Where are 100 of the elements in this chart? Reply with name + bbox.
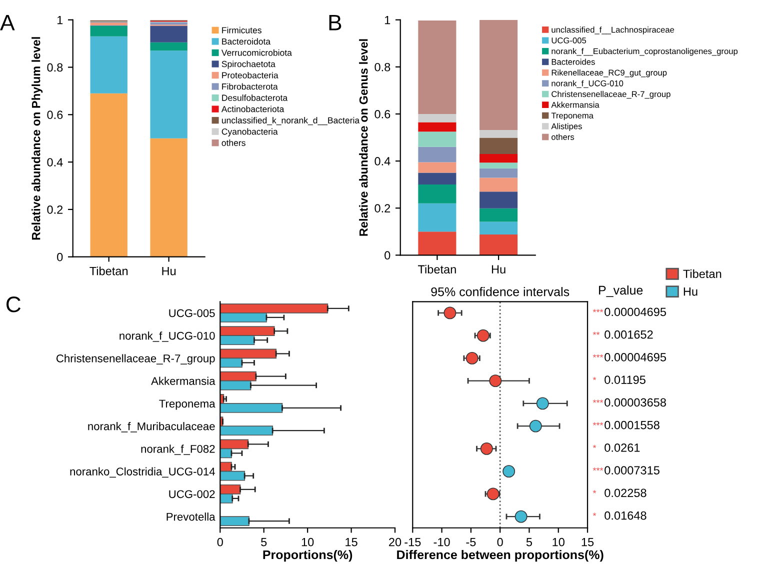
bar	[150, 26, 188, 42]
y-tick-label: UCG-005	[169, 309, 215, 318]
text: ***	[592, 422, 604, 426]
text: *	[592, 376, 596, 380]
bar	[480, 138, 518, 154]
legend-label: Proteobacteria	[222, 72, 278, 78]
legend-label: Firmicutes	[222, 26, 262, 34]
x-tick-label: 15	[582, 538, 594, 546]
legend-label: norank_f_UCG-010	[552, 80, 624, 88]
y-tick-label: UCG-002	[169, 490, 215, 498]
y-axis-title: Relative abundance on Genus level	[359, 39, 368, 236]
y-tick-label: 0.4	[47, 158, 63, 166]
legend-label: unclassified_f__Lachnospiraceae	[552, 26, 674, 34]
bar	[480, 178, 518, 192]
legend-label: unclassified_k_norank_d__Bacteria	[222, 117, 360, 126]
legend-label: UCG-005	[552, 38, 586, 44]
bar	[418, 162, 456, 173]
text: C	[6, 296, 21, 312]
x-tick-label: Tibetan	[418, 264, 456, 274]
legend-label: Hu	[684, 287, 698, 296]
bar	[480, 192, 518, 208]
x-tick-label: 10	[552, 538, 564, 546]
bar	[480, 130, 518, 138]
bar	[418, 232, 456, 256]
legend-label: others	[552, 134, 574, 140]
x-tick-label: Hu	[492, 265, 506, 274]
y-tick-label: Christensenellaceae_R-7_group	[56, 354, 215, 365]
y-tick-label: Treponema	[159, 400, 216, 410]
y-tick-label: 0.2	[47, 205, 63, 214]
x-tick-label: 15	[346, 538, 358, 546]
text: *	[592, 490, 596, 494]
x-tick-label: -5	[466, 538, 476, 546]
legend-label: norank_f__Eubacterium_coprostanoligenes_group	[552, 48, 738, 56]
text: B	[329, 14, 342, 30]
legend-label: Bacteroidota	[222, 38, 271, 45]
legend-label: Spirochaetota	[222, 60, 276, 69]
legend-label: Fibrobacterota	[222, 83, 278, 90]
bar	[480, 208, 518, 222]
bar	[418, 203, 456, 232]
text: ***	[592, 467, 604, 471]
text: 0.00004695	[604, 353, 666, 362]
x-tick-label: 10	[302, 538, 314, 546]
text: 0.01648	[604, 511, 646, 520]
x-axis-title: Difference between proportions(%)	[397, 550, 604, 562]
x-tick-label: 5	[261, 538, 267, 546]
bar	[418, 114, 456, 122]
text: ***	[592, 309, 604, 312]
legend-label: Treponema	[551, 112, 594, 120]
bar	[90, 22, 128, 26]
text: ***	[592, 400, 604, 403]
y-tick-label: 0	[384, 251, 390, 260]
text: 0.0261	[604, 444, 640, 452]
x-tick-label: Hu	[162, 267, 176, 276]
bar	[90, 93, 128, 257]
legend-label: Bacteroides	[552, 58, 595, 65]
chart-title: 95% confidence intervals	[431, 287, 570, 296]
x-tick-label: Tibetan	[90, 266, 128, 276]
text: 0.02258	[604, 488, 646, 498]
x-tick-label: 5	[526, 538, 532, 546]
legend-label: others	[222, 140, 246, 146]
x-axis-title: Proportions(%)	[263, 550, 352, 562]
legend-label: Rikenellaceae_RC9_gut_group	[552, 69, 667, 78]
y-tick-label: 0	[57, 252, 63, 262]
text: 0.001652	[604, 330, 653, 339]
bar	[480, 154, 518, 163]
bar	[150, 42, 188, 51]
y-tick-label: 0.6	[47, 110, 63, 120]
y-axis-title: Relative abundance on Phylum level	[32, 37, 43, 240]
y-tick-label: Akkermansia	[151, 376, 216, 385]
legend-label: Actinobacteriota	[221, 106, 284, 112]
bar	[480, 162, 518, 168]
bar	[480, 234, 518, 256]
y-tick-label: norank_f_F082	[141, 444, 215, 455]
y-tick-label: 0.8	[374, 62, 390, 72]
text: 0.01195	[604, 376, 646, 384]
y-tick-label: noranko_Clostridia_UCG-014	[70, 467, 215, 478]
legend-label: Christensenellaceae_R-7_group	[552, 90, 670, 99]
legend-label: Akkermansia	[551, 102, 600, 108]
bar	[418, 146, 456, 162]
bar	[220, 516, 250, 526]
bar	[480, 222, 518, 234]
y-tick-label: 0.8	[47, 63, 63, 72]
bar	[418, 172, 456, 185]
text: 0.00004695	[604, 308, 666, 316]
bar	[418, 20, 456, 114]
bar	[150, 22, 188, 25]
x-tick-label: -15	[404, 538, 421, 546]
bar	[90, 26, 128, 36]
x-tick-label: 0	[217, 538, 223, 546]
text: 0.00003658	[604, 398, 666, 407]
legend-label: Cyanobacteria	[222, 128, 278, 136]
bar	[90, 36, 128, 94]
y-tick-label: 0.2	[374, 204, 390, 212]
text: A	[0, 14, 15, 30]
y-tick-label: Prevotella	[166, 512, 216, 521]
text: 0.0001558	[604, 420, 660, 430]
text: P_value	[599, 285, 643, 298]
text: **	[592, 332, 600, 335]
bar	[418, 132, 456, 147]
text: 0.0007315	[604, 466, 660, 474]
